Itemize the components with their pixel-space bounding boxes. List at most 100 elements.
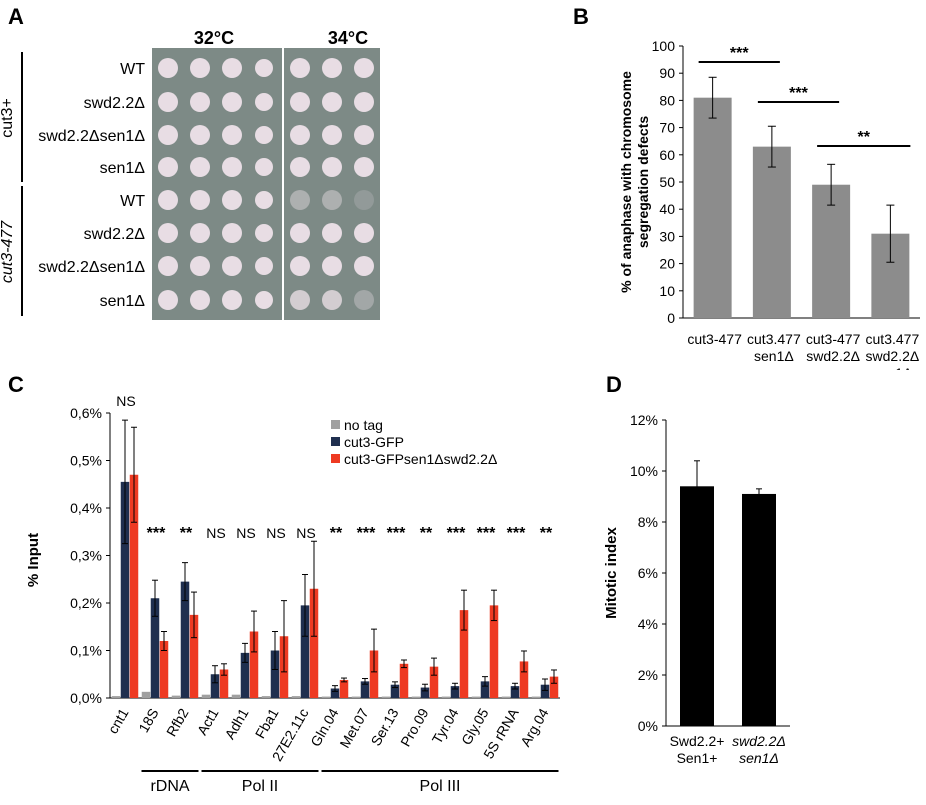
agar-plate-2 [284, 48, 414, 320]
error-bar [251, 610, 257, 653]
bar [501, 696, 511, 698]
y-tick-label: 0,4% [70, 500, 102, 516]
error-bar [756, 488, 762, 500]
y-tick-label: 80 [659, 92, 675, 108]
yeast-spot [222, 125, 242, 145]
yeast-spot [354, 290, 374, 310]
group-label-cut3-plus: cut3+ [0, 98, 16, 138]
category-label: Tyr.04 [429, 705, 462, 746]
y-tick-label: 70 [659, 120, 675, 136]
bar [300, 605, 310, 698]
yeast-spot [290, 125, 310, 145]
error-bar [191, 591, 197, 639]
yeast-spot [290, 223, 310, 243]
error-bar [131, 426, 137, 523]
bar [742, 493, 776, 726]
legend-label: cut3-GFPsen1Δswd2.2Δ [344, 451, 497, 467]
y-tick-label: 20 [659, 256, 675, 272]
y-tick-label: 0% [638, 718, 658, 734]
error-bar [242, 642, 248, 663]
yeast-spot [354, 223, 374, 243]
yeast-spot [222, 157, 242, 177]
y-tick-label: 6% [638, 565, 658, 581]
panel-letter-b: B [573, 4, 589, 29]
bar [381, 696, 391, 698]
category-label: Ser.13 [367, 705, 401, 748]
yeast-spot [190, 290, 210, 310]
bar [219, 669, 229, 698]
bar [321, 696, 331, 698]
bar [330, 688, 340, 698]
yeast-spot [222, 92, 242, 112]
category-label: sen1Δ [739, 750, 779, 766]
bar [339, 679, 349, 698]
error-bar [401, 659, 407, 669]
error-bar [491, 589, 497, 622]
bar [390, 684, 400, 698]
bar [489, 605, 499, 698]
category-label: Fba1 [252, 705, 282, 741]
error-bar [311, 540, 317, 637]
legend-swatch [331, 454, 340, 463]
group-label: Pol II [242, 778, 278, 795]
yeast-spot [322, 157, 342, 177]
bar [399, 663, 409, 698]
significance-label: ** [858, 129, 871, 146]
legend-swatch [331, 420, 340, 429]
yeast-spot [255, 126, 273, 144]
error-bar [371, 628, 377, 673]
category-label: Adh1 [221, 705, 251, 742]
yeast-spot [255, 224, 273, 242]
bar [369, 650, 379, 698]
strain-label: WT [120, 61, 145, 78]
yeast-spot [158, 256, 178, 276]
bar [549, 676, 559, 698]
yeast-spot [290, 157, 310, 177]
bar [111, 696, 121, 698]
y-axis-label: % of anaphase with chromosomesegregation… [618, 71, 651, 293]
error-bar [521, 650, 527, 673]
y-tick-label: 0,3% [70, 548, 102, 564]
category-label: Rfb2 [163, 705, 192, 739]
anaphase-defects-chart: B 0 10 20 30 40 50 60 70 80 90 100 % of anaphase wit… [573, 4, 920, 381]
yeast-spot [190, 256, 210, 276]
y-tick-label: 40 [659, 201, 675, 217]
y-tick-label: 60 [659, 147, 675, 163]
significance-label: ** [420, 525, 433, 542]
bar [480, 681, 490, 698]
yeast-spot [290, 58, 310, 78]
yeast-spot [222, 58, 242, 78]
error-bar [708, 76, 717, 119]
error-bar [827, 163, 836, 206]
bar [180, 581, 190, 698]
bar [540, 684, 550, 698]
bar [429, 666, 439, 698]
strain-label: swd2.2Δ [84, 226, 146, 243]
error-bar [212, 665, 218, 684]
significance-label: *** [507, 525, 526, 542]
yeast-spot [190, 92, 210, 112]
agar-plate-1 [152, 48, 282, 320]
bar [249, 631, 259, 698]
yeast-spot [290, 256, 310, 276]
bar [441, 696, 451, 698]
significance-label: *** [147, 525, 166, 542]
error-bar [302, 574, 308, 637]
significance-label: ** [330, 525, 343, 542]
category-label: Pro.09 [397, 705, 432, 749]
yeast-spot [354, 125, 374, 145]
category-label: Sen1+ [677, 750, 718, 766]
significance-label: NS [206, 525, 225, 541]
error-bar [161, 631, 167, 651]
y-axis-label-line: % of anaphase with chromosome [618, 71, 634, 293]
category-label: sen1Δ [754, 348, 794, 364]
yeast-spot [158, 92, 178, 112]
category-label: Act1 [194, 705, 222, 737]
y-axis-label: Mitotic index [603, 527, 620, 619]
category-label: swd2.2Δ [732, 733, 786, 749]
category-label: cut3-477 [806, 331, 861, 347]
strain-label: swd2.2Δsen1Δ [38, 128, 145, 145]
bar [261, 696, 271, 698]
y-tick-label: 50 [659, 174, 675, 190]
bar [459, 610, 469, 698]
